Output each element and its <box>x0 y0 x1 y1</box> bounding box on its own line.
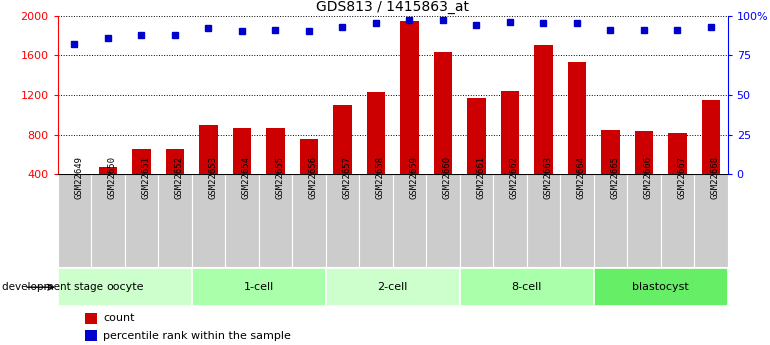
Text: count: count <box>103 314 135 323</box>
Text: GSM22660: GSM22660 <box>443 156 452 198</box>
Title: GDS813 / 1415863_at: GDS813 / 1415863_at <box>316 0 469 14</box>
Text: 2-cell: 2-cell <box>377 282 408 292</box>
Bar <box>125 174 159 267</box>
Bar <box>500 91 519 214</box>
Text: 8-cell: 8-cell <box>511 282 542 292</box>
Text: GSM22661: GSM22661 <box>477 156 485 198</box>
Bar <box>427 174 460 267</box>
Bar <box>594 268 728 306</box>
Bar <box>701 100 720 214</box>
Text: GSM22663: GSM22663 <box>544 156 552 198</box>
Bar <box>58 268 192 306</box>
Bar <box>467 98 486 214</box>
Text: development stage: development stage <box>2 282 102 292</box>
Text: GSM22649: GSM22649 <box>75 156 83 198</box>
Bar <box>233 128 251 214</box>
Bar <box>560 174 594 267</box>
Bar <box>668 132 687 214</box>
Text: GSM22664: GSM22664 <box>577 156 586 198</box>
Bar <box>58 174 92 267</box>
Bar <box>367 92 385 214</box>
Bar <box>634 130 653 214</box>
Text: GSM22662: GSM22662 <box>510 156 519 198</box>
Bar <box>601 130 620 214</box>
Bar <box>99 167 117 214</box>
Text: GSM22667: GSM22667 <box>678 156 686 198</box>
Bar <box>85 313 96 324</box>
Bar <box>594 174 628 267</box>
Text: percentile rank within the sample: percentile rank within the sample <box>103 331 291 341</box>
Bar <box>534 45 553 214</box>
Bar <box>627 174 661 267</box>
Bar <box>192 174 225 267</box>
Text: blastocyst: blastocyst <box>632 282 689 292</box>
Text: GSM22656: GSM22656 <box>309 156 318 198</box>
Bar <box>333 105 352 214</box>
Bar <box>166 149 184 214</box>
Bar <box>259 174 293 267</box>
Bar <box>527 174 560 267</box>
Bar <box>434 52 452 214</box>
Text: 1-cell: 1-cell <box>243 282 274 292</box>
Bar <box>326 174 359 267</box>
Bar <box>359 174 393 267</box>
Text: GSM22657: GSM22657 <box>343 156 351 198</box>
Text: GSM22659: GSM22659 <box>410 156 418 198</box>
Bar <box>292 174 326 267</box>
Text: GSM22666: GSM22666 <box>644 156 653 198</box>
Bar <box>567 62 586 214</box>
Bar <box>225 174 259 267</box>
Text: GSM22665: GSM22665 <box>611 156 619 198</box>
Text: GSM22654: GSM22654 <box>242 156 251 198</box>
Bar <box>132 149 151 214</box>
Bar <box>192 268 326 306</box>
Text: GSM22658: GSM22658 <box>376 156 385 198</box>
Bar <box>159 174 192 267</box>
Bar <box>300 138 318 214</box>
Bar <box>460 174 493 267</box>
Bar <box>326 268 460 306</box>
Bar <box>85 330 96 341</box>
Bar <box>460 268 594 306</box>
Text: GSM22652: GSM22652 <box>175 156 184 198</box>
Bar <box>199 125 218 214</box>
Text: GSM22655: GSM22655 <box>276 156 284 198</box>
Bar <box>661 174 694 267</box>
Text: GSM22650: GSM22650 <box>108 156 117 198</box>
Text: oocyte: oocyte <box>106 282 143 292</box>
Bar <box>695 174 728 267</box>
Bar <box>393 174 427 267</box>
Bar <box>493 174 527 267</box>
Text: GSM22651: GSM22651 <box>142 156 150 198</box>
Bar <box>400 21 419 214</box>
Text: GSM22668: GSM22668 <box>711 156 720 198</box>
Bar <box>92 174 125 267</box>
Bar <box>266 128 285 214</box>
Text: GSM22653: GSM22653 <box>209 156 217 198</box>
Bar <box>65 175 84 214</box>
